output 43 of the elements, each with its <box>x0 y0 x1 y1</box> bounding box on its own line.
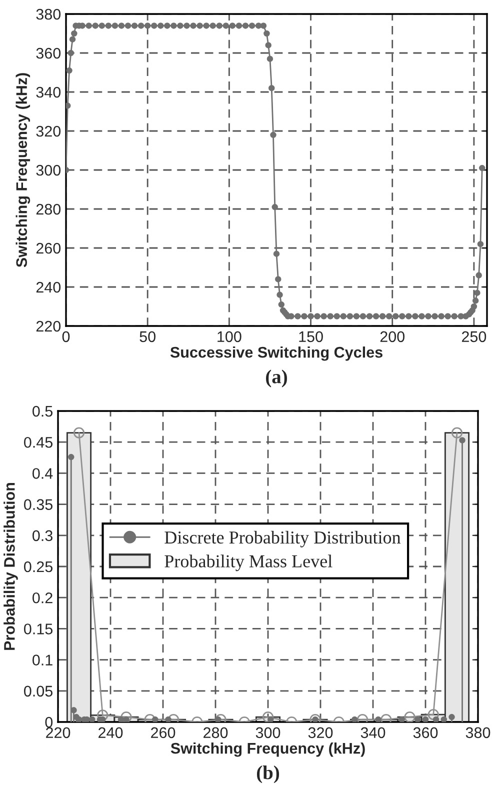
y-tick-label: 0.1 <box>32 654 52 666</box>
x-tick-label: 200 <box>380 331 405 342</box>
text: (a) <box>266 370 287 388</box>
y-tick-label: 0.35 <box>24 499 52 510</box>
x-tick-label: 240 <box>98 727 123 738</box>
y-tick-label: 0.25 <box>24 561 52 572</box>
x-tick-label: 280 <box>204 727 228 738</box>
y-tick-label: 360 <box>36 48 61 59</box>
y-axis-title: Switching Frequency (kHz) <box>16 73 30 268</box>
y-tick-label: 260 <box>36 242 61 254</box>
y-tick-label: 220 <box>36 320 61 332</box>
x-tick-label: 0 <box>62 331 70 342</box>
x-axis-title: Successive Switching Cycles <box>170 346 382 361</box>
y-tick-label: 0.2 <box>32 592 52 604</box>
y-tick-label: 0.05 <box>24 686 52 697</box>
x-tick-label: 50 <box>140 331 156 342</box>
x-tick-label: 100 <box>218 331 242 342</box>
y-tick-label: 280 <box>36 204 61 215</box>
x-tick-label: 340 <box>360 727 386 738</box>
y-axis-title: Probability Distribution <box>4 482 18 650</box>
x-tick-label: 300 <box>256 727 280 738</box>
x-axis-title: Switching Frequency (kHz) <box>170 742 365 757</box>
y-tick-label: 320 <box>36 126 61 137</box>
y-tick-label: 0.15 <box>24 624 52 634</box>
legend-label: Discrete Probability Distribution <box>164 530 401 548</box>
x-tick-label: 320 <box>308 727 333 738</box>
y-tick-label: 380 <box>36 8 61 20</box>
legend-label: Probability Mass Level <box>164 554 332 572</box>
y-tick-label: 340 <box>36 86 61 98</box>
y-tick-label: 0 <box>45 716 53 728</box>
text: (b) <box>256 766 280 784</box>
x-tick-label: 260 <box>151 727 176 738</box>
y-tick-label: 0.4 <box>32 468 53 479</box>
x-tick-label: 380 <box>466 727 490 738</box>
y-tick-label: 0.45 <box>24 436 52 448</box>
x-tick-label: 150 <box>299 331 323 342</box>
y-tick-label: 240 <box>36 282 61 293</box>
x-tick-label: 250 <box>462 331 486 342</box>
x-tick-label: 360 <box>413 727 438 738</box>
x-tick-label: 220 <box>46 727 70 738</box>
y-tick-label: 300 <box>36 164 61 176</box>
y-tick-label: 0.5 <box>32 406 52 417</box>
y-tick-label: 0.3 <box>32 530 52 542</box>
